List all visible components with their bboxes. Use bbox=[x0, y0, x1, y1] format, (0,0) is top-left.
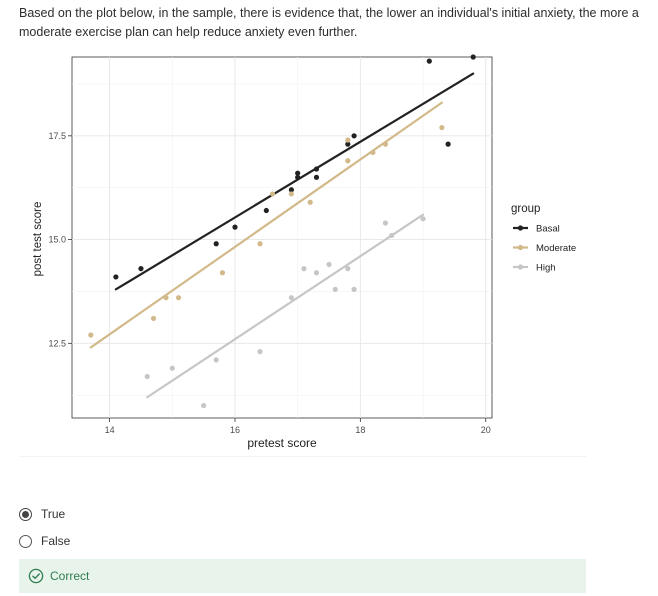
point-basal bbox=[232, 224, 238, 230]
point-moderate bbox=[307, 199, 313, 205]
point-basal bbox=[351, 133, 357, 139]
point-high bbox=[326, 261, 332, 268]
radio-false[interactable] bbox=[19, 534, 32, 548]
point-high bbox=[345, 266, 351, 272]
point-moderate bbox=[88, 332, 94, 338]
point-moderate bbox=[150, 315, 157, 322]
point-moderate bbox=[288, 191, 295, 197]
legend-label-basal: Basal bbox=[536, 224, 560, 235]
point-basal bbox=[295, 174, 301, 180]
feedback-text: Correct bbox=[50, 569, 90, 583]
feedback-banner: Correct bbox=[19, 559, 586, 593]
point-high bbox=[169, 365, 175, 371]
point-moderate bbox=[370, 149, 376, 156]
point-basal bbox=[213, 241, 219, 247]
point-basal bbox=[313, 174, 320, 180]
point-basal bbox=[288, 187, 295, 193]
option-false-label: False bbox=[41, 534, 71, 548]
scatter-plot: 14 16 18 20 12.5 15.0 17.5 pretest score post … bbox=[32, 54, 576, 450]
point-moderate bbox=[439, 124, 445, 131]
x-tick-label: 14 bbox=[105, 425, 115, 435]
point-moderate bbox=[257, 241, 263, 247]
option-true-label: True bbox=[41, 507, 66, 521]
x-tick-label: 18 bbox=[355, 425, 365, 435]
point-high bbox=[351, 286, 357, 292]
point-basal bbox=[138, 266, 144, 272]
fit-line-high bbox=[146, 213, 425, 399]
point-high bbox=[144, 373, 150, 380]
y-tick-label: 15.0 bbox=[48, 235, 66, 245]
point-moderate bbox=[345, 137, 351, 143]
point-high bbox=[301, 266, 307, 272]
point-moderate bbox=[345, 158, 351, 164]
x-tick-label: 16 bbox=[230, 425, 240, 435]
legend-label-high: High bbox=[536, 263, 556, 274]
check-circle-icon bbox=[28, 568, 44, 584]
y-tick-label: 17.5 bbox=[48, 131, 66, 141]
point-high bbox=[201, 402, 207, 409]
point-basal bbox=[313, 166, 320, 172]
chart-figure: 14 16 18 20 12.5 15.0 17.5 pretest score post … bbox=[19, 44, 586, 457]
point-moderate bbox=[175, 295, 182, 301]
radio-true[interactable] bbox=[19, 507, 32, 521]
point-high bbox=[389, 232, 395, 239]
option-false[interactable]: False bbox=[19, 532, 70, 550]
point-basal bbox=[263, 207, 269, 214]
point-high bbox=[382, 220, 389, 226]
y-axis-label: post test score bbox=[32, 202, 44, 277]
option-true[interactable]: True bbox=[19, 505, 70, 523]
answer-options: True False bbox=[19, 505, 70, 559]
radio-selected-dot bbox=[22, 510, 29, 518]
point-basal bbox=[113, 274, 119, 280]
point-high bbox=[332, 286, 338, 292]
legend-title: group bbox=[511, 203, 540, 215]
x-axis-label: pretest score bbox=[247, 436, 317, 450]
point-basal bbox=[295, 170, 301, 176]
x-tick-label: 20 bbox=[481, 425, 491, 435]
legend-swatch-point-moderate bbox=[517, 244, 524, 251]
question-text: Based on the plot below, in the sample, … bbox=[19, 6, 639, 39]
point-high bbox=[257, 349, 263, 355]
legend: group Basal Moderate High bbox=[511, 203, 576, 274]
point-basal bbox=[470, 54, 476, 60]
y-tick-label: 12.5 bbox=[48, 338, 66, 348]
point-basal bbox=[445, 141, 451, 147]
point-moderate bbox=[163, 295, 169, 301]
point-moderate bbox=[382, 141, 389, 147]
point-high bbox=[313, 270, 320, 276]
point-basal bbox=[426, 58, 432, 64]
point-high bbox=[213, 357, 219, 363]
point-high bbox=[288, 295, 295, 301]
point-moderate bbox=[219, 270, 226, 276]
legend-swatch-point-basal bbox=[517, 225, 524, 231]
legend-swatch-point-high bbox=[517, 264, 524, 270]
point-moderate bbox=[269, 191, 276, 197]
legend-label-moderate: Moderate bbox=[536, 243, 576, 254]
fit-line-basal bbox=[114, 72, 475, 291]
point-high bbox=[420, 216, 426, 222]
point-basal bbox=[345, 141, 351, 147]
